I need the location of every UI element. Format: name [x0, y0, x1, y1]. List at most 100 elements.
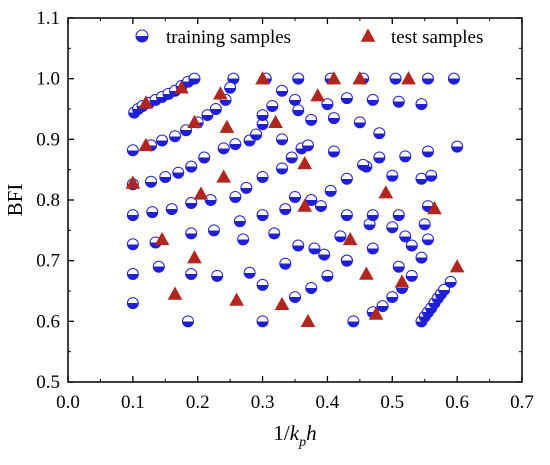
training-sample-point: [301, 139, 314, 152]
training-sample-point: [207, 224, 220, 237]
x-axis-title: 1/kph: [273, 421, 316, 450]
test-sample-point: [187, 250, 202, 264]
training-sample-point: [159, 170, 172, 183]
x-tick-label: 0.7: [510, 392, 534, 413]
training-sample-point: [421, 145, 434, 158]
test-sample-point: [310, 88, 326, 102]
training-sample-point: [321, 269, 334, 282]
y-tick-label: 0.9: [36, 129, 60, 150]
training-sample-point: [373, 127, 386, 140]
training-sample-point: [308, 242, 321, 255]
training-sample-point: [447, 72, 460, 85]
test-sample-point: [326, 71, 342, 85]
training-sample-point: [181, 315, 194, 328]
training-sample-point: [292, 239, 305, 252]
training-sample-point: [279, 257, 292, 270]
test-sample-point: [229, 292, 244, 306]
training-sample-point: [217, 142, 230, 155]
training-sample-point: [405, 239, 418, 252]
test-sample-point: [167, 286, 183, 300]
training-sample-point: [366, 93, 379, 106]
training-sample-point: [292, 104, 305, 117]
y-tick-label: 0.7: [36, 251, 60, 272]
test-sample-point: [187, 114, 202, 129]
test-sample-point: [297, 198, 313, 212]
test-sample-point: [138, 137, 154, 152]
legend-training-label: training samples: [166, 27, 291, 48]
training-sample-point: [366, 209, 379, 222]
training-sample-point: [399, 150, 412, 163]
training-sample-point: [353, 116, 366, 129]
training-sample-point: [204, 194, 217, 206]
training-sample-point: [126, 268, 139, 281]
plot-marks: [125, 71, 465, 328]
training-sample-point: [321, 98, 334, 111]
training-sample-point: [421, 233, 434, 246]
training-sample-point: [386, 291, 399, 304]
training-sample-point: [152, 260, 165, 273]
test-sample-point: [300, 313, 316, 328]
training-sample-point: [444, 275, 457, 288]
training-sample-point: [146, 206, 159, 219]
legend-test-marker: [360, 28, 376, 42]
training-sample-point: [392, 95, 405, 108]
y-tick-label: 1.1: [36, 8, 60, 29]
y-axis-ticks: 0.5 0.6 0.7 0.8 0.9 1.0 1.1: [36, 8, 522, 393]
test-sample-point: [219, 119, 235, 133]
training-sample-point: [201, 109, 214, 122]
training-sample-point: [392, 209, 405, 222]
training-sample-point: [169, 130, 182, 143]
training-sample-point: [250, 128, 263, 141]
training-sample-point: [399, 230, 412, 243]
test-sample-point: [193, 186, 209, 200]
test-sample-point: [174, 80, 189, 94]
x-axis-ticks: 0.0 0.1 0.2 0.3 0.4 0.5 0.6 0.7: [56, 18, 534, 413]
training-sample-point: [357, 158, 370, 171]
x-tick-label: 0.2: [186, 392, 210, 413]
training-sample-point: [185, 227, 198, 240]
training-sample-point: [229, 138, 242, 151]
training-sample-point: [126, 297, 139, 310]
training-sample-point: [126, 144, 139, 157]
training-sample-point: [289, 93, 301, 106]
training-sample-point: [451, 140, 464, 153]
test-sample-point: [394, 274, 410, 288]
training-sample-point: [340, 254, 353, 267]
training-sample-point: [366, 242, 379, 255]
training-sample-point: [389, 72, 402, 85]
training-sample-point: [386, 169, 399, 182]
x-tick-label: 0.5: [380, 392, 404, 413]
training-sample-point: [256, 278, 269, 291]
training-sample-point: [229, 190, 242, 203]
training-sample-point: [209, 103, 222, 115]
x-tick-label: 0.1: [121, 392, 145, 413]
training-sample-point: [386, 221, 399, 234]
training-sample-point: [268, 227, 281, 240]
training-sample-point: [314, 200, 327, 213]
y-axis-title: BFI: [3, 184, 27, 217]
training-sample-point: [145, 175, 158, 188]
test-sample-point: [274, 296, 290, 311]
x-tick-label: 0.4: [316, 392, 340, 413]
test-sample-point: [342, 231, 358, 246]
training-sample-point: [224, 81, 237, 94]
training-sample-point: [256, 109, 269, 122]
test-sample-point: [378, 185, 394, 199]
training-sample-point: [340, 172, 353, 185]
training-sample-point: [165, 203, 178, 216]
training-sample-point: [305, 113, 318, 126]
training-sample-point: [340, 92, 353, 105]
training-sample-point: [327, 112, 340, 125]
test-sample-point: [358, 266, 374, 280]
training-sample-point: [415, 251, 428, 264]
training-sample-point: [438, 283, 451, 296]
training-sample-point: [233, 215, 246, 228]
test-sample-point: [427, 200, 442, 215]
training-sample-point: [188, 72, 201, 85]
y-tick-label: 0.6: [36, 311, 60, 332]
training-sample-point: [340, 209, 353, 222]
training-sample-point: [327, 145, 340, 158]
test-sample-point: [268, 114, 283, 129]
y-tick-label: 0.5: [36, 372, 60, 393]
training-sample-point: [376, 300, 389, 313]
